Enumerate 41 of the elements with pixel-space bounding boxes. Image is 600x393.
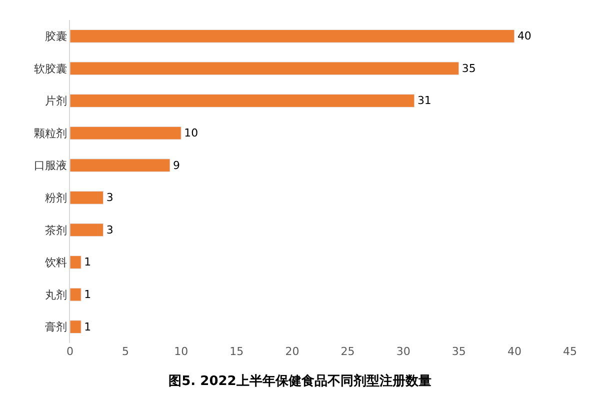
x-tick-label: 0 — [66, 345, 74, 358]
data-label: 1 — [84, 256, 92, 269]
data-label: 35 — [462, 62, 476, 75]
y-tick-label: 片剂 — [44, 94, 67, 108]
y-tick-label: 茶剂 — [44, 224, 67, 237]
x-tick-label: 40 — [507, 345, 522, 358]
x-tick-label: 35 — [452, 345, 466, 358]
text: 图5. 2022上半年保健食品不同剂型注册数量 — [168, 373, 432, 390]
x-tick-label: 5 — [122, 345, 130, 358]
data-label: 40 — [517, 30, 532, 43]
bar — [70, 62, 460, 76]
bar — [70, 29, 515, 43]
x-tick-label: 25 — [340, 345, 355, 358]
y-tick-label: 软胶囊 — [34, 62, 67, 76]
data-label: 31 — [417, 94, 432, 108]
data-label: 9 — [173, 158, 180, 172]
y-tick-label: 颗粒剂 — [34, 126, 67, 140]
y-tick-label: 胶囊 — [44, 30, 67, 43]
x-tick-label: 10 — [174, 345, 188, 358]
bar — [70, 256, 82, 269]
bar — [70, 158, 170, 172]
bar — [70, 223, 104, 237]
y-tick-label: 丸剂 — [44, 288, 67, 302]
x-tick-label: 45 — [563, 345, 577, 358]
bar — [70, 320, 82, 334]
bar — [70, 288, 82, 302]
y-tick-label: 口服液 — [34, 159, 67, 172]
data-label: 1 — [84, 320, 92, 334]
y-tick-label: 粉剂 — [44, 192, 67, 204]
bar — [70, 190, 104, 204]
x-tick-label: 15 — [230, 345, 244, 358]
bar — [70, 126, 182, 140]
data-label: 10 — [184, 126, 198, 140]
data-label: 3 — [106, 223, 114, 236]
bar — [70, 94, 415, 108]
y-tick-label: 膏剂 — [44, 320, 67, 334]
data-label: 3 — [106, 191, 114, 204]
data-label: 1 — [84, 288, 92, 302]
y-tick-label: 饮料 — [44, 256, 67, 270]
x-tick-label: 30 — [396, 345, 410, 358]
x-tick-label: 20 — [285, 345, 300, 358]
